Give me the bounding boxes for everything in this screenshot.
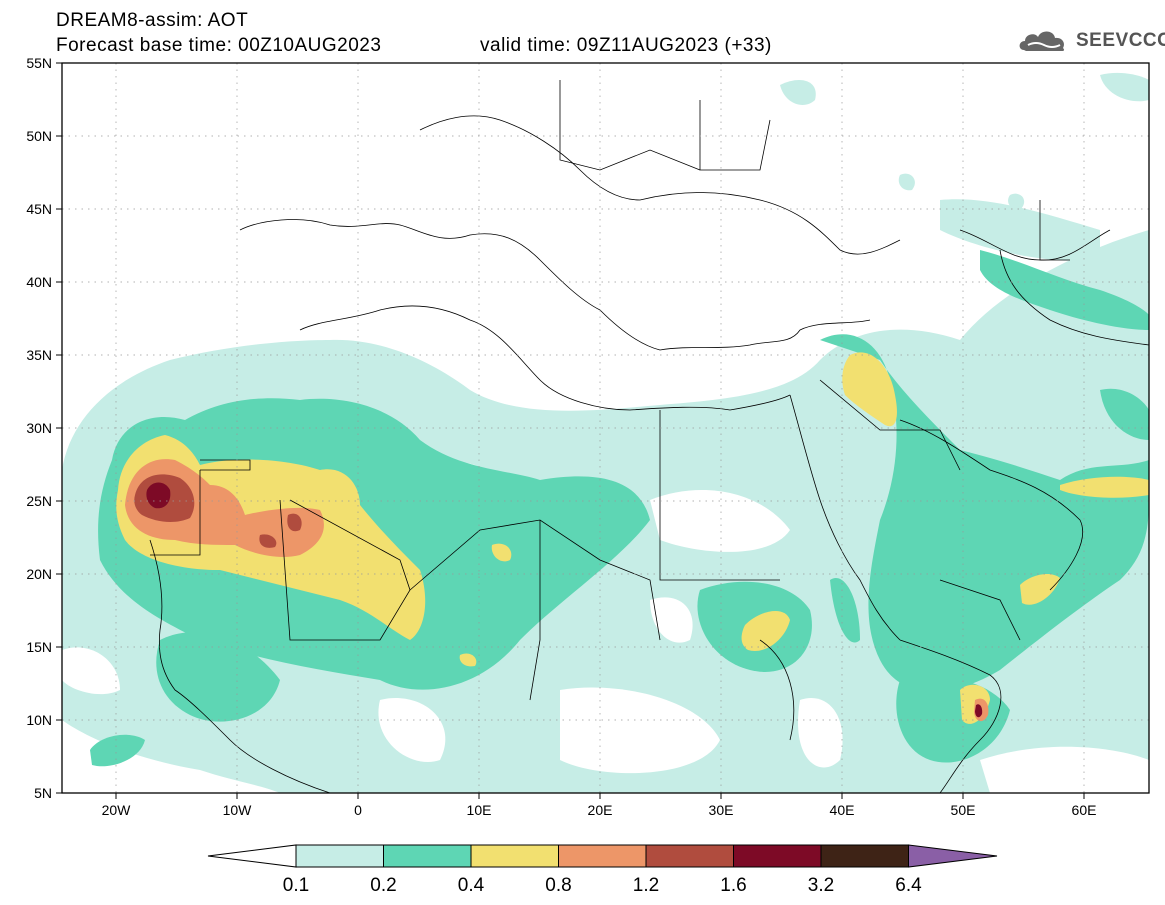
legend-label: 1.6	[720, 875, 746, 896]
lon-label: 20W	[102, 802, 132, 818]
lon-label: 50E	[951, 802, 976, 818]
legend-arrow-high	[908, 844, 998, 868]
lat-label: 50N	[26, 128, 52, 144]
lat-label: 15N	[26, 639, 52, 655]
legend-swatch	[558, 844, 647, 868]
legend-arrow-low	[207, 844, 297, 868]
valid-time: valid time: 09Z11AUG2023 (+33)	[480, 35, 772, 56]
lat-label: 30N	[26, 420, 52, 436]
aot-field	[62, 72, 1149, 793]
coastlines-borders	[149, 80, 1149, 793]
legend-label: 3.2	[808, 875, 834, 896]
lon-label: 40E	[830, 802, 855, 818]
lon-label: 20E	[588, 802, 613, 818]
axis-ticks	[56, 62, 1085, 799]
logo-text: SEEVCCC	[1076, 30, 1165, 51]
forecast-base-time: Forecast base time: 00Z10AUG2023	[56, 35, 382, 56]
product-title: DREAM8-assim: AOT	[56, 10, 249, 31]
lat-label: 45N	[26, 201, 52, 217]
lat-label: 55N	[26, 55, 52, 71]
lat-label: 25N	[26, 493, 52, 509]
legend-label: 1.2	[633, 875, 659, 896]
lat-label: 10N	[26, 712, 52, 728]
legend-label: 0.4	[458, 875, 485, 896]
lon-label: 30E	[709, 802, 734, 818]
graticule	[62, 63, 1149, 793]
seevccc-logo: SEEVCCC	[1016, 24, 1165, 58]
legend-swatch	[470, 844, 559, 868]
lon-label: 10E	[467, 802, 492, 818]
lat-label: 35N	[26, 347, 52, 363]
lon-label: 10W	[223, 802, 253, 818]
legend-swatch	[733, 844, 822, 868]
legend-swatch	[383, 844, 472, 868]
lat-label: 20N	[26, 566, 52, 582]
legend-swatch	[820, 844, 909, 868]
legend-label: 0.2	[370, 875, 396, 896]
lon-label: 60E	[1072, 802, 1097, 818]
legend-label: 6.4	[895, 875, 922, 896]
legend-swatch	[295, 844, 384, 868]
lon-label: 0	[354, 802, 362, 818]
legend-label: 0.1	[283, 875, 309, 896]
legend-swatch	[645, 844, 734, 868]
color-legend	[207, 844, 998, 868]
legend-label: 0.8	[545, 875, 571, 896]
lat-label: 40N	[26, 274, 52, 290]
cloud-icon	[1019, 31, 1065, 51]
lat-label: 5N	[34, 785, 52, 801]
